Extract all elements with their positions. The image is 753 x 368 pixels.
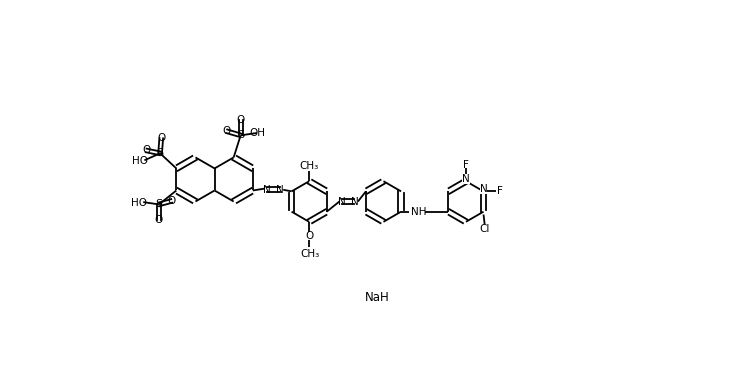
Text: HO: HO [130,198,147,208]
Text: NH: NH [411,207,427,217]
Text: O: O [157,133,166,143]
Text: N: N [351,197,358,206]
Text: S: S [155,199,163,209]
Text: O: O [223,126,231,136]
Text: S: S [157,148,163,158]
Text: Cl: Cl [480,224,490,234]
Text: CH₃: CH₃ [300,249,319,259]
Text: N: N [462,174,470,184]
Text: OH: OH [249,128,265,138]
Text: N: N [338,197,346,206]
Text: O: O [142,145,151,155]
Text: N: N [263,185,271,195]
Text: CH₃: CH₃ [300,160,319,170]
Text: NaH: NaH [364,291,389,304]
Text: F: F [463,160,469,170]
Text: F: F [497,186,503,197]
Text: HO: HO [133,156,148,166]
Text: O: O [305,231,313,241]
Text: N: N [276,185,284,195]
Text: O: O [155,215,163,224]
Text: O: O [236,115,245,125]
Text: N: N [480,184,487,194]
Text: O: O [168,196,176,206]
Text: S: S [237,130,244,140]
